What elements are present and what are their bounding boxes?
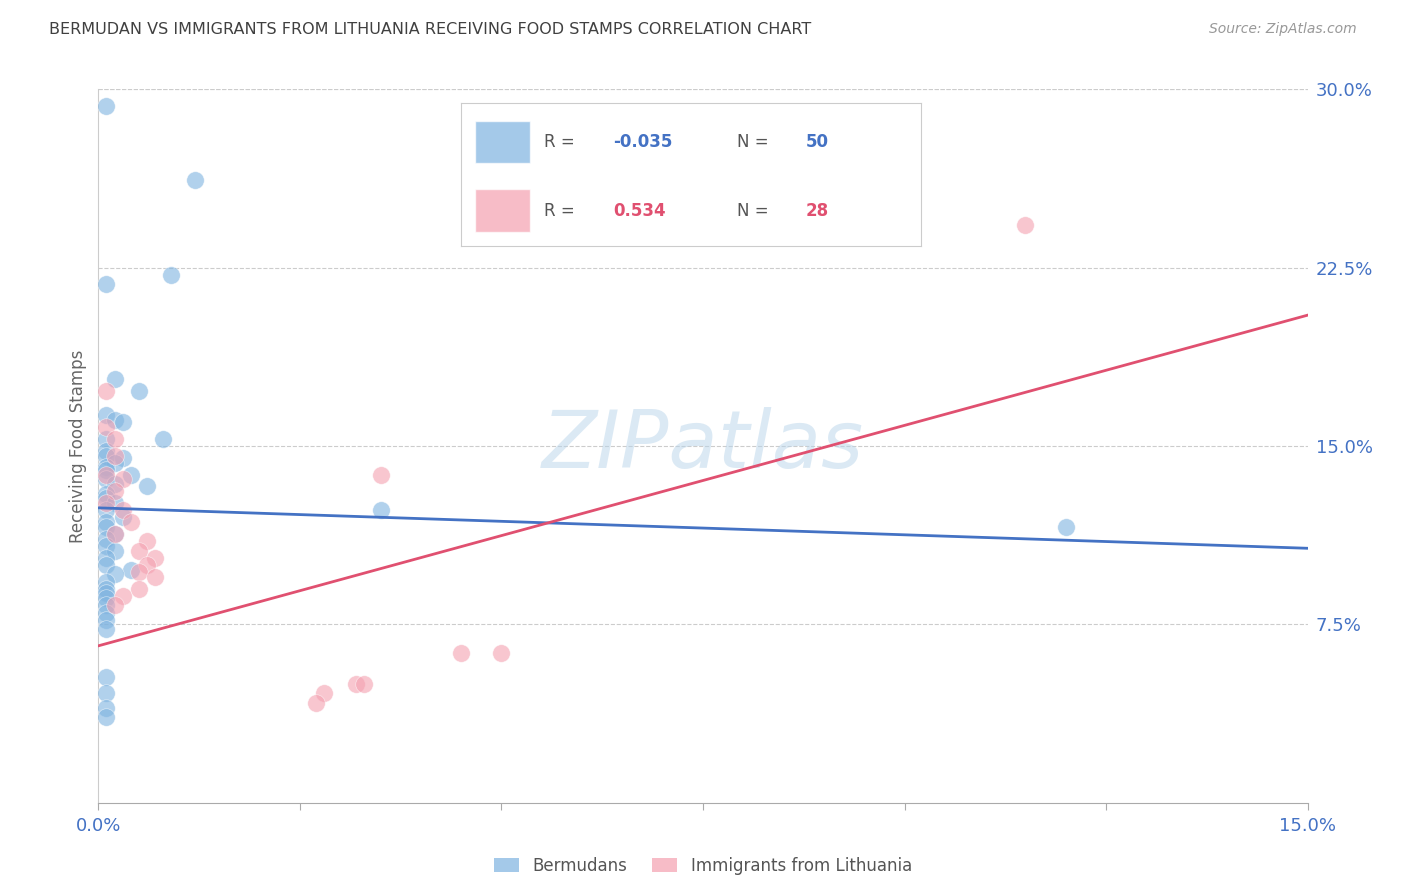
- Point: [135, 558, 157, 572]
- Point: [96, 700, 118, 714]
- Point: [128, 582, 150, 596]
- Point: [96, 491, 118, 506]
- Point: [96, 443, 118, 458]
- Point: [96, 686, 118, 700]
- Point: [184, 172, 207, 186]
- Point: [103, 477, 125, 491]
- Point: [96, 532, 118, 546]
- Point: [96, 515, 118, 529]
- Point: [103, 527, 125, 541]
- Legend: Bermudans, Immigrants from Lithuania: Bermudans, Immigrants from Lithuania: [494, 856, 912, 875]
- Point: [111, 472, 134, 486]
- Point: [103, 567, 125, 582]
- Point: [143, 570, 166, 584]
- Point: [96, 472, 118, 486]
- Point: [103, 527, 125, 541]
- Point: [96, 432, 118, 446]
- Point: [96, 599, 118, 613]
- Point: [96, 586, 118, 600]
- Point: [96, 420, 118, 434]
- Point: [96, 463, 118, 477]
- Point: [128, 384, 150, 399]
- Point: [103, 484, 125, 499]
- Point: [120, 515, 142, 529]
- Point: [111, 415, 134, 429]
- Point: [96, 520, 118, 534]
- Point: [120, 563, 142, 577]
- Point: [96, 591, 118, 606]
- Point: [96, 460, 118, 475]
- Point: [96, 408, 118, 422]
- Point: [96, 582, 118, 596]
- Point: [314, 686, 336, 700]
- Point: [96, 710, 118, 724]
- Point: [96, 99, 118, 113]
- Point: [96, 277, 118, 292]
- Point: [152, 432, 174, 446]
- Point: [111, 589, 134, 603]
- Point: [344, 677, 367, 691]
- Text: BERMUDAN VS IMMIGRANTS FROM LITHUANIA RECEIVING FOOD STAMPS CORRELATION CHART: BERMUDAN VS IMMIGRANTS FROM LITHUANIA RE…: [49, 22, 811, 37]
- Point: [135, 534, 157, 549]
- Point: [96, 613, 118, 627]
- Y-axis label: Receiving Food Stamps: Receiving Food Stamps: [69, 350, 87, 542]
- Point: [103, 372, 125, 386]
- Text: ZIPatlas: ZIPatlas: [541, 407, 865, 485]
- Point: [103, 496, 125, 510]
- Point: [96, 496, 118, 510]
- Point: [96, 606, 118, 620]
- Point: [96, 539, 118, 553]
- Point: [305, 696, 328, 710]
- Point: [103, 456, 125, 470]
- Point: [96, 550, 118, 565]
- Point: [96, 503, 118, 517]
- Point: [120, 467, 142, 482]
- Point: [111, 503, 134, 517]
- Point: [96, 486, 118, 500]
- Point: [96, 449, 118, 463]
- Text: Source: ZipAtlas.com: Source: ZipAtlas.com: [1209, 22, 1357, 37]
- Point: [103, 449, 125, 463]
- Point: [96, 574, 118, 589]
- Point: [353, 677, 375, 691]
- Point: [1054, 520, 1077, 534]
- Point: [96, 467, 118, 482]
- Point: [96, 622, 118, 636]
- Point: [450, 646, 472, 660]
- Point: [103, 413, 125, 427]
- Point: [143, 550, 166, 565]
- Point: [491, 646, 513, 660]
- Point: [96, 670, 118, 684]
- Point: [1014, 218, 1036, 232]
- Point: [96, 384, 118, 399]
- Point: [160, 268, 183, 282]
- Point: [103, 543, 125, 558]
- Point: [103, 599, 125, 613]
- Point: [103, 432, 125, 446]
- Point: [111, 510, 134, 524]
- Point: [128, 565, 150, 579]
- Point: [96, 558, 118, 572]
- Point: [370, 467, 392, 482]
- Point: [135, 479, 157, 493]
- Point: [111, 450, 134, 465]
- Point: [128, 543, 150, 558]
- Point: [370, 503, 392, 517]
